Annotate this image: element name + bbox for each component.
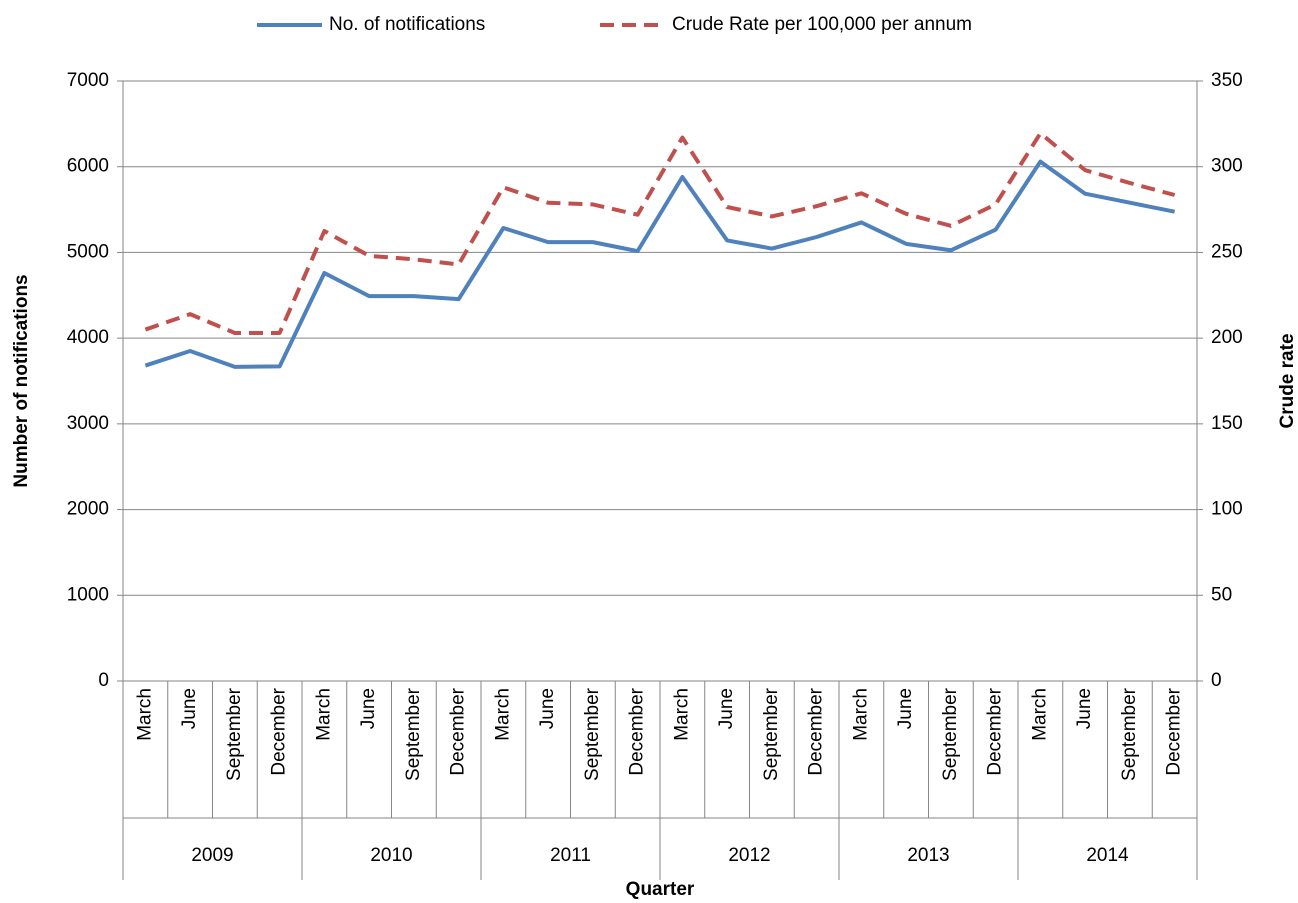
x-tick-label: March bbox=[671, 688, 692, 741]
y-tick-label: 2000 bbox=[67, 499, 109, 520]
series-line bbox=[144, 131, 1176, 335]
y2-tick-label: 300 bbox=[1211, 156, 1243, 177]
x-tick-label: March bbox=[1029, 688, 1050, 741]
x-tick-label: June bbox=[537, 688, 558, 729]
x-group-label: 2012 bbox=[728, 845, 770, 866]
x-tick-label: June bbox=[895, 688, 916, 729]
x-tick-label: June bbox=[358, 688, 379, 729]
x-group-label: 2013 bbox=[907, 845, 949, 866]
x-tick-label: June bbox=[179, 688, 200, 729]
y2-axis-title: Crude rate bbox=[1277, 333, 1298, 428]
x-tick-label: September bbox=[1119, 687, 1140, 781]
x-tick-label: June bbox=[716, 688, 737, 729]
x-tick-label: March bbox=[492, 688, 513, 741]
x-group-label: 2011 bbox=[550, 845, 591, 866]
y-axis-title: Number of notifications bbox=[11, 274, 32, 487]
x-tick-label: December bbox=[448, 687, 469, 775]
x-group-label: 2010 bbox=[370, 845, 412, 866]
y2-tick-label: 350 bbox=[1211, 70, 1243, 91]
x-group-label: 2009 bbox=[191, 845, 233, 866]
y2-tick-label: 100 bbox=[1211, 499, 1243, 520]
x-tick-label: December bbox=[806, 687, 827, 775]
y2-tick-label: 250 bbox=[1211, 241, 1243, 262]
x-tick-label: March bbox=[134, 688, 155, 741]
y2-tick-label: 0 bbox=[1211, 670, 1222, 691]
y2-tick-label: 150 bbox=[1211, 413, 1243, 434]
y-tick-label: 6000 bbox=[67, 156, 109, 177]
x-tick-label: September bbox=[224, 687, 245, 781]
x-tick-label: March bbox=[313, 688, 334, 741]
y-tick-label: 0 bbox=[98, 670, 109, 691]
y-tick-label: 7000 bbox=[67, 70, 109, 91]
x-tick-label: June bbox=[1074, 688, 1095, 729]
x-tick-label: September bbox=[940, 687, 961, 781]
y-tick-label: 1000 bbox=[67, 584, 109, 605]
x-group-label: 2014 bbox=[1086, 845, 1129, 866]
x-axis-title: Quarter bbox=[626, 879, 695, 900]
x-tick-label: December bbox=[627, 687, 648, 775]
series-line bbox=[144, 159, 1176, 369]
y2-tick-label: 200 bbox=[1211, 327, 1243, 348]
y-tick-label: 3000 bbox=[67, 413, 109, 434]
y2-tick-label: 50 bbox=[1211, 584, 1232, 605]
x-tick-label: September bbox=[403, 687, 424, 781]
x-tick-label: December bbox=[269, 687, 290, 775]
x-tick-label: September bbox=[582, 687, 603, 781]
y-tick-label: 5000 bbox=[67, 241, 109, 262]
x-tick-label: December bbox=[1164, 687, 1185, 775]
legend-label: No. of notifications bbox=[329, 14, 485, 35]
x-tick-label: December bbox=[985, 687, 1006, 775]
x-tick-label: March bbox=[850, 688, 871, 741]
x-tick-label: September bbox=[761, 687, 782, 781]
legend-label: Crude Rate per 100,000 per annum bbox=[672, 14, 972, 35]
y-tick-label: 4000 bbox=[67, 327, 109, 348]
